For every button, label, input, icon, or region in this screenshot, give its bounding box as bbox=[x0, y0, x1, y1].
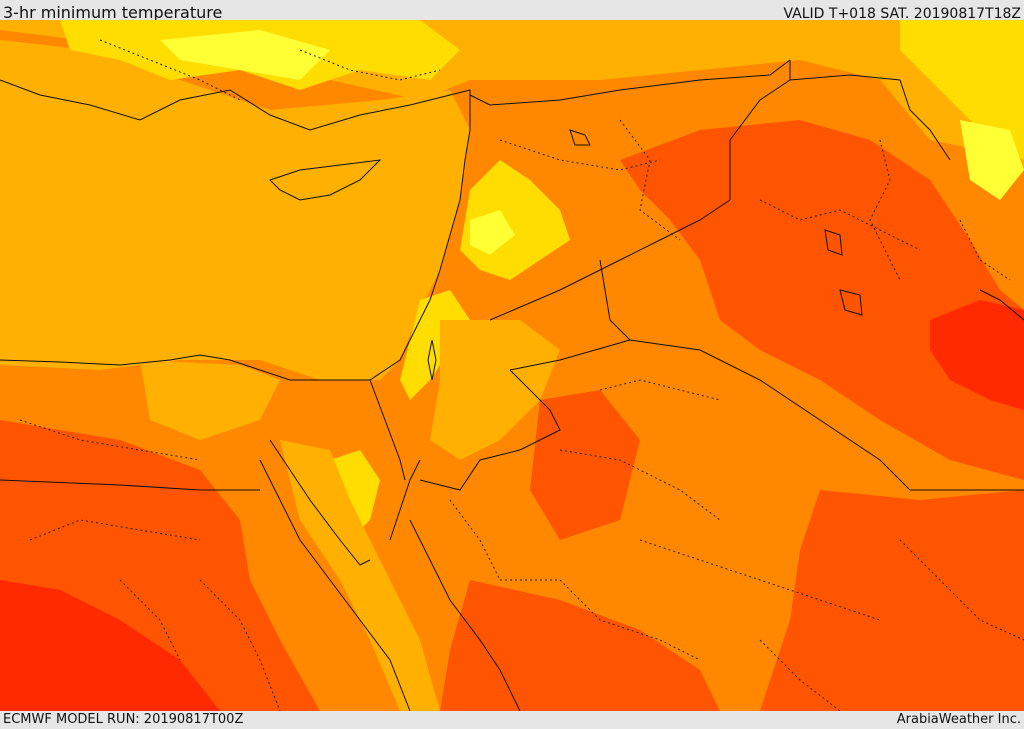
red-sea-coast-zone bbox=[280, 440, 440, 711]
mediterranean-sea-area bbox=[0, 40, 470, 380]
credit-label: ArabiaWeather Inc. bbox=[896, 712, 1021, 727]
egypt-delta-zone bbox=[140, 360, 280, 440]
coastlines bbox=[0, 79, 1024, 711]
arabia-warm-zone-south bbox=[440, 580, 720, 711]
map-title: 3-hr minimum temperature bbox=[3, 3, 223, 22]
jordan-saudi-south-border bbox=[419, 369, 561, 491]
red-sea-west-coast bbox=[259, 459, 411, 711]
coldest-patch-northeast bbox=[960, 120, 1024, 200]
persian-gulf-coast bbox=[979, 289, 1024, 321]
cyprus-island bbox=[269, 159, 382, 201]
syria-iraq-warm-zone bbox=[620, 120, 1024, 480]
jordan-desert-zone bbox=[430, 320, 560, 460]
egypt-north-coast bbox=[0, 319, 421, 381]
red-sea-east-coast bbox=[409, 519, 521, 711]
valid-time-label: VALID T+018 SAT. 20190817T18Z bbox=[783, 6, 1021, 22]
syria-jordan-border bbox=[489, 199, 731, 321]
gulf-of-aqaba bbox=[389, 459, 421, 541]
jordan-valley-cool-zone bbox=[400, 290, 470, 400]
egypt-sudan-border bbox=[0, 479, 260, 491]
lake-assad bbox=[569, 129, 591, 146]
lake-habbaniyah bbox=[839, 289, 863, 316]
coldest-patch-lebanon bbox=[470, 210, 515, 255]
syria-iraq-south-border bbox=[729, 79, 791, 200]
egypt-israel-border bbox=[369, 379, 406, 481]
dead-sea bbox=[427, 339, 437, 381]
lake-tharthar bbox=[824, 229, 843, 256]
arabia-warm-zone bbox=[530, 390, 640, 540]
map-canvas bbox=[0, 20, 1024, 711]
coldest-patch-north bbox=[160, 30, 330, 80]
levant-coast bbox=[419, 129, 471, 321]
header-bar: 3-hr minimum temperature VALID T+018 SAT… bbox=[0, 0, 1024, 22]
national-borders bbox=[0, 59, 1024, 491]
admin-boundaries bbox=[19, 39, 1024, 711]
jordan-iraq-border bbox=[599, 259, 631, 341]
temperature-map[interactable] bbox=[0, 20, 1024, 711]
anatolia-south-coast bbox=[0, 79, 471, 131]
gulf-of-suez bbox=[269, 439, 371, 566]
arabia-warm-zone-east bbox=[760, 490, 1024, 711]
turkey-syria-border bbox=[469, 59, 791, 106]
footer-bar: ECMWF MODEL RUN: 20190817T00Z ArabiaWeat… bbox=[0, 711, 1024, 729]
jordan-saudi-border bbox=[509, 339, 1024, 491]
anatolia-cool-zone-2 bbox=[900, 20, 1024, 160]
egypt-hot-zone bbox=[0, 580, 220, 711]
model-run-label: ECMWF MODEL RUN: 20190817T00Z bbox=[3, 712, 244, 727]
mesopotamia-hot-zone bbox=[930, 300, 1024, 410]
